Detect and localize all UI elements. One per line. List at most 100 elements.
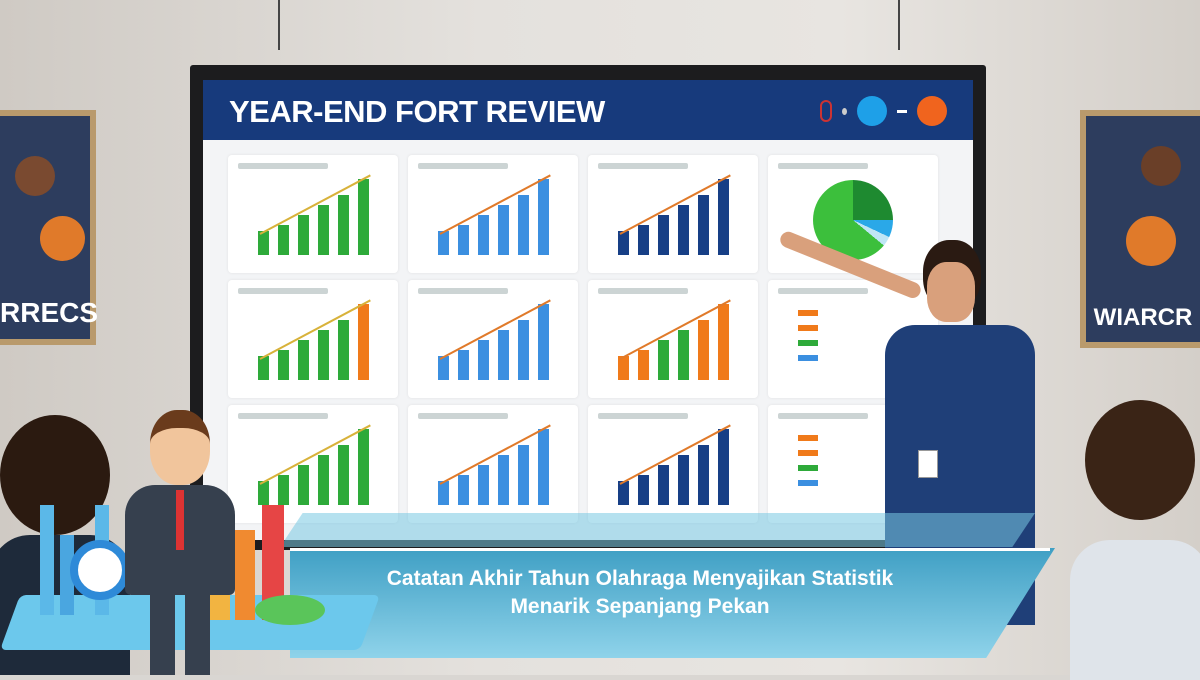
- legend-swatch: [798, 325, 818, 331]
- chart-bar: [298, 215, 309, 255]
- screen-header: YEAR-END FORT REVIEW: [203, 80, 973, 140]
- caption: Catatan Akhir Tahun Olahraga Menyajikan …: [290, 565, 990, 621]
- chart-bar: [258, 231, 269, 255]
- chart-bar: [338, 320, 349, 380]
- chart-bar: [278, 474, 289, 505]
- panel-label: [418, 413, 508, 419]
- chart-bar: [718, 429, 729, 505]
- chart-bar: [518, 195, 529, 255]
- chart-panel: [408, 155, 578, 273]
- panel-label: [418, 288, 508, 294]
- panel-label: [598, 413, 688, 419]
- chart-bar: [358, 429, 369, 505]
- panel-label: [598, 288, 688, 294]
- legend-swatch: [798, 435, 818, 441]
- legend-swatch: [798, 310, 818, 316]
- chart-bar: [698, 195, 709, 255]
- chart-bar: [498, 205, 509, 255]
- trend-line: [439, 424, 551, 485]
- circle-blue-icon: [857, 96, 887, 126]
- chart-bar: [458, 224, 469, 255]
- panel-label: [778, 163, 868, 169]
- chart-bar: [318, 455, 329, 505]
- chart-bar: [438, 231, 449, 255]
- chart-bar: [458, 474, 469, 505]
- caption-line-2: Menarik Sepanjang Pekan: [510, 595, 770, 618]
- chart-bar: [358, 304, 369, 380]
- legend-swatch: [798, 480, 818, 486]
- chart-bar: [518, 445, 529, 505]
- poster-text: RRECS: [0, 297, 99, 328]
- chart-bar: [278, 349, 289, 380]
- badge-icon: [820, 100, 832, 122]
- chart-bar: [298, 340, 309, 380]
- chart-bar: [438, 481, 449, 505]
- chart-bar: [458, 349, 469, 380]
- caption-banner: [290, 548, 1055, 658]
- legend-swatch: [798, 450, 818, 456]
- panel-label: [418, 163, 508, 169]
- legend-swatch: [798, 465, 818, 471]
- chart-bar: [358, 179, 369, 255]
- audience-member-right: [1070, 400, 1200, 680]
- trend-line: [619, 174, 731, 235]
- trend-line: [259, 174, 371, 235]
- basketball-poster-left: RRECS: [0, 110, 99, 345]
- trend-line: [619, 424, 731, 485]
- chart-bar: [438, 356, 449, 380]
- panel-label: [778, 288, 868, 294]
- chart-bar: [258, 356, 269, 380]
- chart-bar: [498, 330, 509, 380]
- chart-bar: [678, 455, 689, 505]
- chart-bar: [658, 340, 669, 380]
- hanging-cable: [898, 0, 900, 50]
- chart-bar: [618, 356, 629, 380]
- circle-orange-icon: [917, 96, 947, 126]
- chart-bar: [278, 224, 289, 255]
- chart-panel: [588, 405, 758, 523]
- chart-panel: [588, 155, 758, 273]
- arrow-icon: [897, 109, 907, 113]
- chart-bar: [698, 320, 709, 380]
- chart-bar: [678, 205, 689, 255]
- poster-text: WIARCR: [1093, 304, 1193, 331]
- basketball-poster-right: WIARCR: [1080, 110, 1200, 348]
- banner-top-line: [290, 548, 1050, 551]
- chart-bar: [538, 179, 549, 255]
- panel-label: [598, 163, 688, 169]
- trend-line: [619, 299, 731, 360]
- chart-bar: [618, 481, 629, 505]
- chart-bar: [478, 215, 489, 255]
- legend-swatch: [798, 355, 818, 361]
- chart-panel: [408, 280, 578, 398]
- screen-display: YEAR-END FORT REVIEW: [203, 80, 973, 540]
- chart-bar: [498, 455, 509, 505]
- chart-bar: [678, 330, 689, 380]
- chart-bar: [518, 320, 529, 380]
- panel-label: [238, 413, 328, 419]
- chart-bar: [658, 215, 669, 255]
- chart-bar: [318, 330, 329, 380]
- chart-panel: [588, 280, 758, 398]
- hanging-cable: [278, 0, 280, 50]
- panel-label: [778, 413, 868, 419]
- chart-panel: [768, 155, 938, 273]
- chart-bar: [338, 195, 349, 255]
- caption-line-1: Catatan Akhir Tahun Olahraga Menyajikan …: [386, 567, 894, 590]
- chart-bar: [718, 304, 729, 380]
- chart-bar: [638, 224, 649, 255]
- chart-bar: [538, 429, 549, 505]
- chart-bar: [698, 445, 709, 505]
- chart-panel: [408, 405, 578, 523]
- chart-bar: [718, 179, 729, 255]
- chart-bar: [258, 481, 269, 505]
- trend-line: [439, 299, 551, 360]
- trend-line: [439, 174, 551, 235]
- chart-bar: [638, 349, 649, 380]
- chart-bar: [658, 465, 669, 505]
- trend-line: [259, 299, 371, 360]
- chart-panel: [228, 155, 398, 273]
- chart-bar: [298, 465, 309, 505]
- chart-panel: [228, 405, 398, 523]
- chart-bar: [538, 304, 549, 380]
